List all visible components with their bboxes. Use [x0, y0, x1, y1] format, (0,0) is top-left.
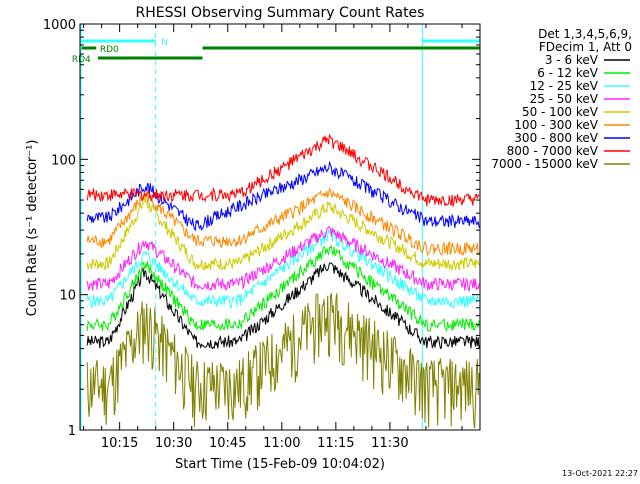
- legend-header-line-2: FDecim 1, Att 0: [539, 40, 632, 54]
- y-tick-label: 10: [59, 289, 76, 304]
- series-line: [86, 293, 480, 429]
- axes: 1 10 100 1000 10:15 10:30 10:45 11:00 11:15 11:30: [43, 18, 481, 451]
- x-axis-label: Start Time (15-Feb-09 10:04:02): [175, 457, 385, 472]
- x-tick-label: 11:15: [317, 436, 354, 451]
- y-tick-label: 1: [68, 424, 76, 439]
- y-tick-label: 1000: [43, 18, 76, 33]
- series-line: [86, 134, 480, 207]
- legend-label: 25 - 50 keV: [530, 92, 599, 106]
- legend-header-line-1: Det 1,3,4,5,6,9,: [538, 27, 632, 41]
- flag-label-n: N: [161, 38, 168, 48]
- series-line: [86, 228, 480, 310]
- legend-label: 300 - 800 keV: [514, 131, 598, 145]
- x-tick-label: 11:00: [263, 436, 300, 451]
- series-line: [86, 187, 480, 257]
- x-tick-label: 11:30: [371, 436, 408, 451]
- y-tick-label: 100: [51, 153, 76, 168]
- legend-label: 100 - 300 keV: [514, 118, 598, 132]
- flag-label-rd0: RD0: [100, 45, 119, 55]
- y-axis-label: Count Rate (s⁻¹ detector⁻¹): [25, 140, 40, 317]
- series-line: [86, 195, 480, 272]
- legend-label: 50 - 100 keV: [522, 105, 599, 119]
- x-tick-label: 10:15: [101, 436, 138, 451]
- legend-label: 6 - 12 keV: [537, 66, 599, 80]
- x-tick-label: 10:45: [209, 436, 246, 451]
- chart-title: RHESSI Observing Summary Count Rates: [136, 5, 425, 21]
- legend-label: 800 - 7000 keV: [507, 144, 599, 158]
- series-line: [86, 244, 480, 333]
- x-tick-label: 10:30: [155, 436, 192, 451]
- flag-label-rd4: RD4: [72, 55, 91, 65]
- plot-area: N RD0 RD4: [72, 24, 481, 430]
- legend-label: 7000 - 15000 keV: [491, 157, 598, 171]
- series-line: [86, 262, 480, 350]
- plot-frame: [79, 23, 481, 431]
- legend-label: 3 - 6 keV: [545, 53, 599, 67]
- footer-timestamp: 13-Oct-2021 22:27: [562, 469, 638, 478]
- series-line: [86, 225, 480, 292]
- legend-label: 12 - 25 keV: [530, 79, 599, 93]
- series-line: [86, 160, 480, 232]
